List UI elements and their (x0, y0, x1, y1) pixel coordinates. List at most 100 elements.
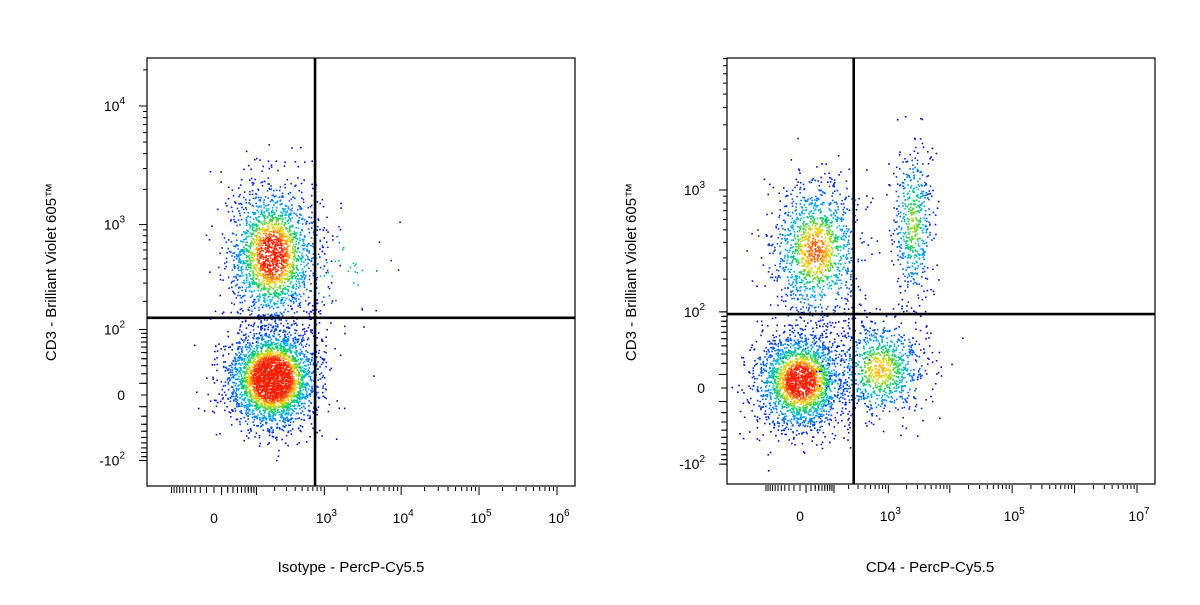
event-dot (310, 359, 313, 361)
event-dot (256, 217, 258, 220)
event-dot (252, 379, 254, 382)
event-dot (293, 236, 295, 238)
event-dot (274, 255, 276, 257)
event-dot (282, 271, 284, 274)
event-dot (282, 261, 285, 264)
event-dot (257, 359, 259, 362)
event-dot (250, 296, 252, 299)
event-dot (256, 275, 259, 278)
event-dot (250, 291, 253, 293)
event-dot (263, 382, 265, 385)
event-dot (279, 391, 281, 394)
event-dot (287, 387, 289, 389)
event-dot (272, 387, 275, 389)
event-dot (298, 217, 301, 219)
event-dot (275, 325, 277, 327)
event-dot (271, 435, 274, 438)
event-dot (271, 259, 274, 261)
event-dot (232, 381, 234, 384)
event-dot (265, 390, 267, 392)
event-dot (268, 376, 270, 379)
event-dot (297, 258, 299, 261)
event-dot (242, 208, 245, 211)
event-dot (282, 388, 284, 391)
event-dot (280, 347, 282, 349)
event-dot (312, 309, 314, 311)
event-dot (281, 416, 283, 419)
event-dot (270, 230, 273, 233)
event-dot (272, 429, 274, 431)
event-dot (244, 251, 246, 253)
event-dot (276, 345, 279, 347)
event-dot (279, 294, 281, 296)
event-dot (231, 349, 233, 351)
event-dot (262, 256, 264, 258)
event-dot (239, 383, 242, 386)
event-dot (277, 326, 279, 328)
event-dot (299, 257, 301, 260)
event-dot (287, 254, 289, 256)
event-dot (247, 376, 250, 378)
event-dot (299, 237, 301, 240)
event-dot (259, 383, 261, 386)
event-dot (305, 356, 308, 358)
event-dot (248, 254, 250, 257)
event-dot (263, 279, 265, 282)
event-dot (289, 424, 292, 427)
event-dot (274, 201, 276, 204)
event-dot (256, 224, 258, 226)
event-dot (229, 379, 231, 382)
event-dot (300, 367, 302, 370)
event-dot (296, 232, 298, 234)
event-dot (284, 293, 287, 296)
event-dot (286, 250, 289, 253)
event-dot (298, 219, 300, 222)
event-dot (299, 407, 301, 410)
event-dot (267, 177, 269, 179)
event-dot (262, 258, 265, 260)
event-dot (257, 188, 259, 191)
event-dot (268, 263, 271, 266)
event-dot (258, 332, 261, 334)
event-dot (243, 439, 245, 442)
event-dot (236, 239, 238, 241)
event-dot (240, 369, 243, 371)
event-dot (325, 365, 327, 368)
event-dot (256, 209, 258, 212)
event-dot (311, 257, 313, 260)
event-dot (293, 407, 296, 410)
event-dot (309, 310, 312, 313)
event-dot (304, 236, 306, 238)
event-dot (284, 262, 287, 264)
event-dot (265, 356, 268, 358)
event-dot (312, 274, 315, 277)
event-dot (224, 345, 227, 348)
event-dot (287, 259, 289, 262)
event-dot (249, 377, 252, 379)
event-dot (304, 407, 306, 410)
event-dot (277, 349, 279, 351)
event-dot (253, 401, 255, 403)
event-dot (263, 362, 266, 365)
event-dot (291, 344, 293, 347)
event-dot (247, 230, 249, 233)
event-dot (271, 280, 274, 282)
event-dot (270, 359, 272, 362)
event-dot (339, 264, 342, 267)
event-dot (281, 270, 284, 273)
event-dot (259, 262, 262, 265)
event-dot (265, 324, 268, 327)
event-dot (274, 273, 277, 276)
event-dot (252, 388, 254, 391)
event-dot (247, 386, 249, 389)
event-dot (271, 431, 273, 434)
event-dot (257, 386, 259, 388)
event-dot (306, 382, 308, 384)
event-dot (245, 266, 247, 268)
event-dot (260, 321, 262, 324)
event-dot (295, 412, 298, 415)
event-dot (294, 336, 296, 339)
event-dot (264, 350, 267, 352)
event-dot (296, 339, 298, 341)
event-dot (302, 392, 304, 395)
